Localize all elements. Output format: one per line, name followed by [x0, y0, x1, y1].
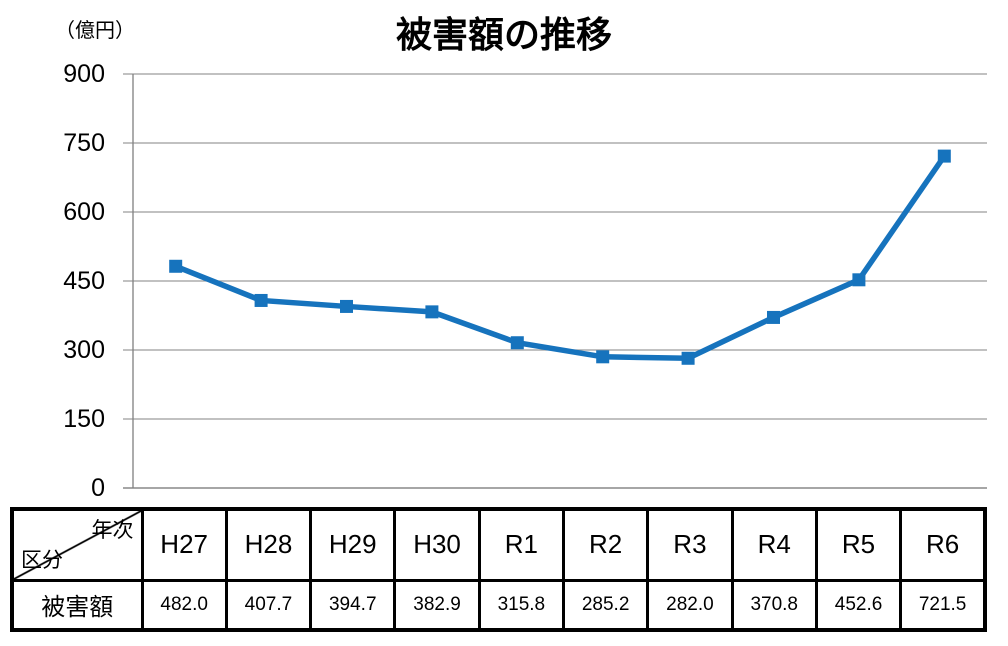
data-point-marker — [937, 149, 951, 163]
year-header-R4: R4 — [730, 507, 818, 582]
year-header-R2: R2 — [561, 507, 650, 582]
table-header-row: 年次 区分 H27 H28 H29 H30 R1 R2 R3 R4 R5 R6 — [10, 507, 987, 582]
value-cell-R4: 370.8 — [730, 578, 818, 632]
table-value-row: 被害額 482.0 407.7 394.7 382.9 315.8 285.2 282.0 3… — [10, 578, 987, 632]
year-header-H27: H27 — [140, 507, 228, 582]
year-header-H28: H28 — [224, 507, 313, 582]
value-cell-R1: 315.8 — [477, 578, 565, 632]
data-point-marker — [169, 259, 183, 273]
year-header-R3: R3 — [646, 507, 734, 582]
data-point-marker — [340, 299, 353, 313]
data-point-marker — [254, 293, 268, 307]
data-point-marker — [852, 273, 866, 287]
value-cell-H28: 407.7 — [224, 578, 313, 632]
year-header-R6: R6 — [899, 507, 987, 582]
value-cell-R3: 282.0 — [646, 578, 734, 632]
year-header-H30: H30 — [393, 507, 481, 582]
y-tick-label: 0 — [91, 474, 105, 502]
value-cell-R5: 452.6 — [814, 578, 903, 632]
year-header-R5: R5 — [814, 507, 903, 582]
corner-label-year: 年次 — [91, 519, 134, 542]
year-header-H29: H29 — [309, 507, 397, 582]
y-tick-label: 300 — [63, 336, 105, 364]
corner-label-category: 区分 — [21, 548, 63, 572]
data-point-marker — [425, 305, 439, 319]
data-point-marker — [510, 336, 524, 350]
y-tick-label: 600 — [63, 198, 105, 226]
y-axis-unit-label: （億円） — [55, 20, 135, 42]
value-cell-H30: 382.9 — [393, 578, 481, 632]
value-cell-R6: 721.5 — [899, 578, 987, 632]
y-tick-label: 750 — [63, 129, 105, 157]
data-table: 年次 区分 H27 H28 H29 H30 R1 R2 R3 R4 R5 R6 被害額 482.0… — [10, 507, 987, 632]
table-corner-cell: 年次 区分 — [10, 507, 144, 582]
y-tick-label: 900 — [63, 60, 105, 88]
value-cell-R2: 285.2 — [561, 578, 650, 632]
line-chart: 0 150 300 450 600 750 900 — [63, 60, 987, 502]
data-line — [174, 154, 947, 362]
year-header-R1: R1 — [477, 507, 565, 582]
chart-title: 被害額の推移 — [395, 14, 612, 55]
row-label: 被害額 — [10, 578, 144, 632]
data-point-marker — [596, 350, 610, 364]
data-point-marker — [681, 351, 695, 365]
value-cell-H27: 482.0 — [140, 578, 228, 632]
data-point-marker — [767, 310, 780, 324]
value-cell-H29: 394.7 — [309, 578, 397, 632]
y-tick-label: 150 — [63, 405, 105, 433]
y-tick-label: 450 — [63, 267, 105, 295]
